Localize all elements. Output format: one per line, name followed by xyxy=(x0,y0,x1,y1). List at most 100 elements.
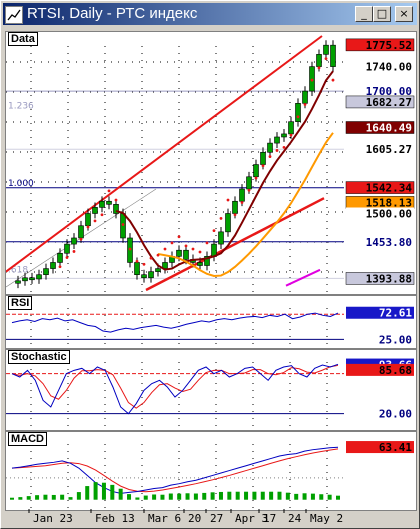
price-pane[interactable]: 1.236 1.000 .618 1775.52 1740.00 1700.00 1682.… xyxy=(5,31,417,295)
macd-histogram-bar xyxy=(327,494,332,500)
candle-body xyxy=(281,133,287,138)
macd-histogram-bar xyxy=(185,493,190,500)
macd-histogram-bar xyxy=(210,492,215,500)
time-axis-label: Mar 6 xyxy=(148,512,181,525)
sar-dot xyxy=(58,265,62,269)
sar-dot xyxy=(247,188,251,192)
minimize-button[interactable]: _ xyxy=(355,6,373,22)
title-bar[interactable]: RTSI, Daily - РТС индекс _ □ × xyxy=(3,3,417,25)
sar-dot xyxy=(240,201,244,204)
close-button[interactable]: × xyxy=(395,6,413,22)
sar-dot xyxy=(212,229,216,233)
macd-histogram-bar xyxy=(76,492,81,500)
sar-dot xyxy=(121,223,125,226)
macd-histogram-bar xyxy=(193,493,198,500)
macd-signal-line xyxy=(11,448,339,493)
macd-histogram-bar xyxy=(26,496,31,500)
macd-histogram-bar xyxy=(260,491,265,500)
time-axis-label: 17 xyxy=(263,512,276,525)
macd-histogram-bar xyxy=(60,494,65,500)
candle-body xyxy=(15,280,21,284)
fib-label: 1.000 xyxy=(8,179,34,189)
time-axis-label: Apr 3 xyxy=(235,512,268,525)
sar-dot xyxy=(114,198,118,202)
candle-body xyxy=(64,243,70,254)
chart-app-icon xyxy=(5,6,23,24)
candle-body xyxy=(148,271,154,279)
macd-histogram-bar xyxy=(18,497,23,500)
candle-body xyxy=(260,151,266,165)
candle-body xyxy=(78,225,84,239)
candle-body xyxy=(183,249,189,260)
candle-body xyxy=(330,44,336,67)
macd-histogram-bar xyxy=(168,493,173,500)
macd-histogram-bar xyxy=(285,492,290,500)
candle-body xyxy=(267,142,273,153)
sar-dot xyxy=(310,78,314,82)
candle-body xyxy=(316,54,322,67)
candle-body xyxy=(288,121,294,135)
price-label-bg xyxy=(346,207,414,220)
macd-histogram-bar xyxy=(227,491,232,500)
candle-body xyxy=(141,274,147,279)
candle-body xyxy=(155,268,161,272)
price-label-bg xyxy=(346,85,414,98)
macd-histogram-bar xyxy=(10,497,14,500)
sar-dot xyxy=(142,262,146,266)
price-axis-label: 1453.80 xyxy=(366,236,412,249)
candle-body xyxy=(36,274,42,280)
sar-dot xyxy=(303,103,307,106)
osc-label-bg xyxy=(346,306,414,319)
maximize-button[interactable]: □ xyxy=(373,6,391,22)
moving-average-orange xyxy=(157,132,334,278)
sar-dot xyxy=(93,219,97,223)
stochastic-d-line xyxy=(11,364,339,409)
trend-lower-line xyxy=(145,197,325,292)
macd-histogram-bar xyxy=(143,495,148,500)
sar-dot xyxy=(177,235,181,239)
rsi-pane[interactable]: 72.61 25.00 RSI xyxy=(5,295,417,349)
indicator-line xyxy=(285,268,321,287)
sar-dot xyxy=(128,247,132,251)
sar-dot xyxy=(198,250,202,254)
osc-label-bg xyxy=(346,407,414,420)
time-axis-label: May 2 xyxy=(310,512,343,525)
rsi-pane-label: RSI xyxy=(8,296,33,310)
sar-dot xyxy=(233,213,237,217)
macd-histogram-bar xyxy=(177,493,182,500)
price-axis-label: 1740.00 xyxy=(366,61,412,74)
candle-body xyxy=(295,103,301,122)
sar-dot xyxy=(100,213,104,217)
sar-dot xyxy=(331,78,335,82)
candle-body xyxy=(43,268,49,275)
sar-dot xyxy=(72,250,76,253)
price-label-bg xyxy=(345,121,415,134)
sar-dot xyxy=(254,176,258,180)
price-label-bg xyxy=(346,60,414,73)
macd-histogram-bar xyxy=(160,494,165,500)
osc-label-bg xyxy=(346,441,414,454)
price-axis-label: 1542.34 xyxy=(366,182,413,195)
price-axis-label: 1500.00 xyxy=(366,207,412,220)
price-axis-label: 1605.27 xyxy=(366,143,412,156)
candle-body xyxy=(22,277,28,282)
candle-body xyxy=(204,256,210,266)
macd-histogram-bar xyxy=(135,497,140,500)
price-chart: 1.236 1.000 .618 1775.52 1740.00 1700.001682.… xyxy=(6,35,415,294)
time-axis-label: 27 xyxy=(210,512,223,525)
price-pane-label: Data xyxy=(8,32,38,46)
macd-histogram-bar xyxy=(43,494,48,500)
macd-histogram-bar xyxy=(294,493,299,500)
candle-body xyxy=(232,200,238,214)
price-label-bg xyxy=(346,143,414,156)
sar-dot xyxy=(191,247,195,251)
macd-pane[interactable]: 63.41 MACD xyxy=(5,431,417,511)
sar-dot xyxy=(135,259,139,263)
osc-axis-label: 25.00 xyxy=(379,333,412,346)
macd-histogram-bar xyxy=(152,494,157,500)
macd-histogram-bar xyxy=(269,491,274,500)
sar-dot xyxy=(226,198,230,202)
candle-body xyxy=(29,277,35,281)
